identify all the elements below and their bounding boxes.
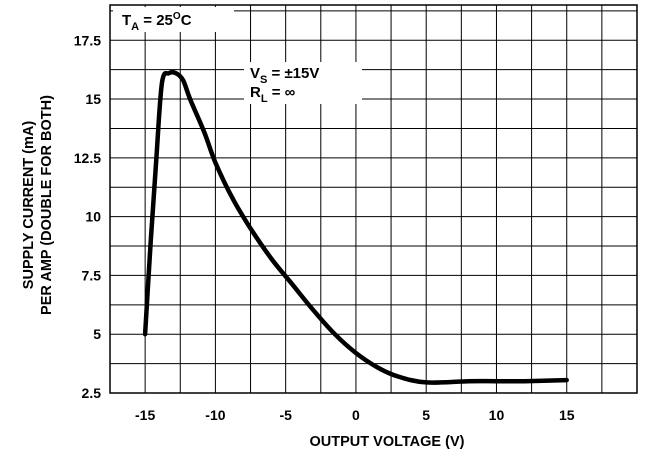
tick-labels: -15 -10 -5 0 5 10 15 2.5 5 7.5 10 12.5 15 17.5 — [74, 32, 575, 423]
x-tick-label: 15 — [559, 407, 575, 423]
data-series-line — [142, 69, 569, 385]
annotation-conditions: VS = ±15V RL = ∞ — [244, 62, 362, 105]
x-tick-label: -5 — [279, 407, 292, 423]
svg-text:TA = 25OC: TA = 25OC — [122, 11, 192, 33]
y-tick-label: 5 — [93, 326, 101, 342]
x-tick-label: 10 — [489, 407, 505, 423]
y-tick-label: 2.5 — [82, 385, 102, 401]
x-tick-label: -15 — [135, 407, 155, 423]
x-tick-label: -10 — [205, 407, 225, 423]
x-axis-label: OUTPUT VOLTAGE (V) — [310, 434, 465, 450]
y-axis-label-line-1: SUPPLY CURRENT (mA) — [21, 121, 37, 290]
x-tick-label: 0 — [352, 407, 360, 423]
x-tick-label: 5 — [422, 407, 430, 423]
y-tick-label: 7.5 — [82, 267, 102, 283]
y-tick-label: 12.5 — [74, 150, 101, 166]
annotation-load-resistance: RL = ∞ — [250, 84, 296, 105]
plot-frame — [109, 4, 638, 394]
y-tick-label: 10 — [85, 209, 101, 225]
annotation-supply-voltage: VS = ±15V — [250, 65, 319, 86]
y-tick-label: 15 — [85, 91, 101, 107]
y-axis-label-line-2: PER AMP (DOUBLE FOR BOTH) — [39, 95, 55, 315]
annotation-temperature: TA = 25OC — [113, 7, 234, 33]
y-tick-label: 17.5 — [74, 32, 101, 48]
grid-lines — [110, 5, 637, 393]
